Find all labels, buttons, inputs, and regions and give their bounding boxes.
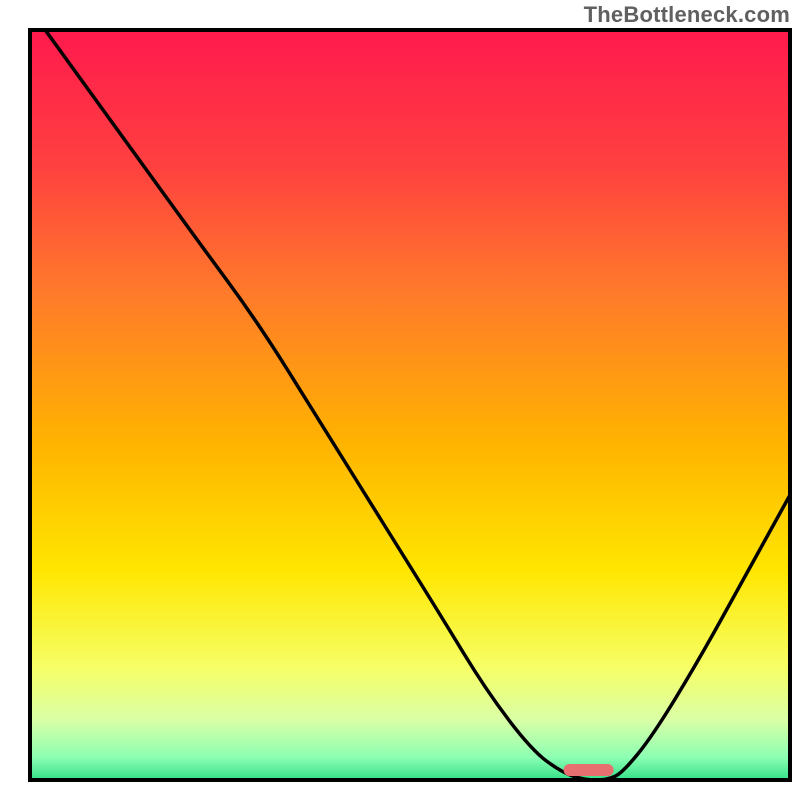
chart-svg bbox=[0, 0, 800, 800]
watermark-text: TheBottleneck.com bbox=[584, 2, 790, 28]
gradient-background bbox=[30, 30, 790, 780]
optimal-marker bbox=[564, 764, 614, 776]
bottleneck-chart: TheBottleneck.com bbox=[0, 0, 800, 800]
